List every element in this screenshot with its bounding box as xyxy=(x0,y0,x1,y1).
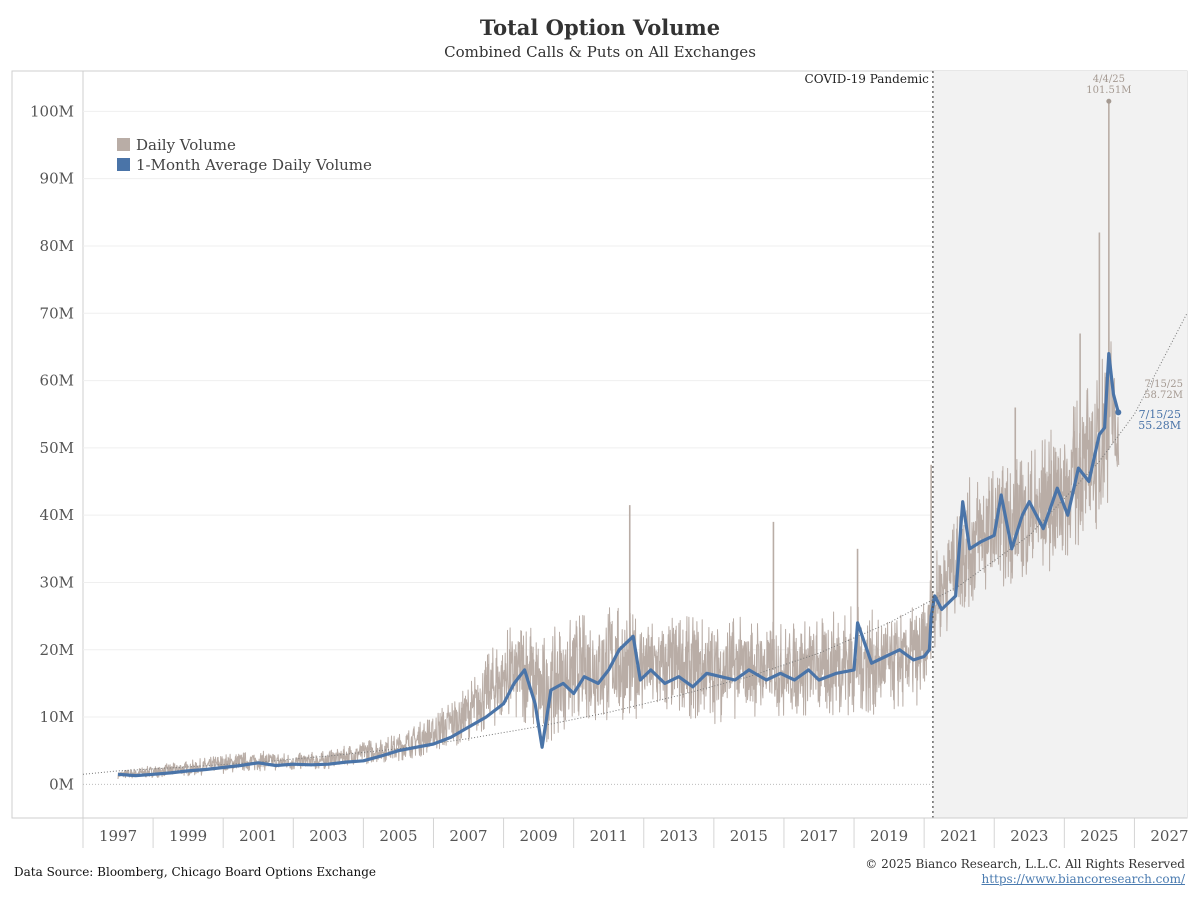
x-tick-label: 2013 xyxy=(660,827,698,845)
x-tick-label: 2021 xyxy=(940,827,978,845)
y-tick-label: 70M xyxy=(40,304,74,322)
x-tick-label: 2005 xyxy=(379,827,417,845)
copyright-note: © 2025 Bianco Research, L.L.C. All Right… xyxy=(865,857,1185,871)
x-tick-label: 2003 xyxy=(309,827,347,845)
x-tick-label: 2015 xyxy=(730,827,768,845)
y-tick-label: 20M xyxy=(40,641,74,659)
annotation-peak-dot xyxy=(1106,98,1112,104)
x-tick-label: 2025 xyxy=(1080,827,1118,845)
y-tick-label: 50M xyxy=(40,439,74,457)
x-tick-label: 2027 xyxy=(1150,827,1188,845)
y-tick-label: 60M xyxy=(40,372,74,390)
annotation-daily-date: 7/15/25 xyxy=(1144,379,1183,390)
annotation-daily-value: 58.72M xyxy=(1144,390,1183,401)
legend-swatch-average xyxy=(117,158,130,171)
chart-title: Total Option Volume xyxy=(479,15,721,40)
x-tick-label: 2019 xyxy=(870,827,908,845)
x-tick-label: 2001 xyxy=(239,827,277,845)
covid-shade xyxy=(932,71,1187,818)
website-link[interactable]: https://www.biancoresearch.com/ xyxy=(981,872,1185,886)
legend-label-daily: Daily Volume xyxy=(136,136,236,154)
y-tick-label: 100M xyxy=(30,102,74,120)
annotation-average-date: 7/15/25 xyxy=(1139,408,1181,421)
covid-label: COVID-19 Pandemic xyxy=(805,72,930,86)
y-tick-label: 80M xyxy=(40,237,74,255)
y-tick-label: 10M xyxy=(40,708,74,726)
x-tick-label: 2011 xyxy=(590,827,628,845)
legend-label-average: 1-Month Average Daily Volume xyxy=(136,156,372,174)
x-tick-label: 1999 xyxy=(169,827,207,845)
y-tick-label: 0M xyxy=(49,775,74,793)
data-source-note: Data Source: Bloomberg, Chicago Board Op… xyxy=(14,865,376,879)
x-tick-label: 2023 xyxy=(1010,827,1048,845)
chart-subtitle: Combined Calls & Puts on All Exchanges xyxy=(444,43,756,61)
y-tick-label: 90M xyxy=(40,170,74,188)
legend-swatch-daily xyxy=(117,138,130,151)
annotation-average-value: 55.28M xyxy=(1138,419,1181,432)
x-tick-label: 2007 xyxy=(449,827,487,845)
average-volume-series xyxy=(117,352,1120,778)
y-tick-label: 40M xyxy=(40,506,74,524)
annotation-peak-date: 4/4/25 xyxy=(1093,74,1125,85)
x-tick-label: 2017 xyxy=(800,827,838,845)
y-tick-label: 30M xyxy=(40,573,74,591)
annotation-average-dot xyxy=(1115,409,1122,416)
x-tick-label: 1997 xyxy=(99,827,137,845)
annotation-peak-value: 101.51M xyxy=(1086,85,1131,96)
x-tick-label: 2009 xyxy=(520,827,558,845)
